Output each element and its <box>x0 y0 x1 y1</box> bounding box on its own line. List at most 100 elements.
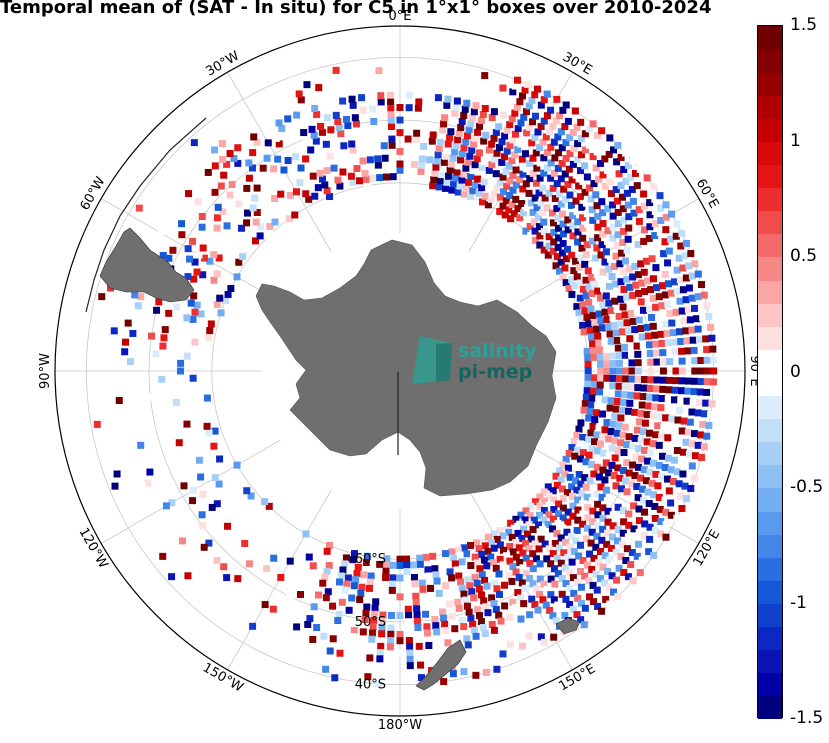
data-cell <box>676 276 684 284</box>
data-cell <box>597 143 605 151</box>
data-cell <box>581 474 589 482</box>
data-cell <box>691 304 699 312</box>
data-cell <box>633 342 641 350</box>
data-cell <box>545 511 553 519</box>
data-cell <box>532 179 540 187</box>
colorbar-tick-label: 0.5 <box>790 246 818 266</box>
data-cell <box>474 559 482 567</box>
colorbar-segment <box>758 118 782 142</box>
data-cell <box>609 511 617 519</box>
data-cell <box>687 250 695 258</box>
data-cell <box>531 601 539 609</box>
data-cell <box>653 450 661 458</box>
data-cell <box>263 154 271 162</box>
data-cell <box>611 437 619 445</box>
data-cell <box>257 223 265 231</box>
data-cell <box>211 146 219 154</box>
data-cell <box>249 622 257 630</box>
data-cell <box>271 218 279 226</box>
data-cell <box>479 110 487 118</box>
data-cell <box>638 279 646 287</box>
data-cell <box>470 108 478 116</box>
data-cell <box>529 580 537 588</box>
data-cell <box>613 197 621 205</box>
data-cell <box>506 640 514 648</box>
data-cell <box>443 101 451 109</box>
data-cell <box>424 629 432 637</box>
data-cell <box>190 292 198 300</box>
data-cell <box>503 126 511 134</box>
data-cell <box>619 205 627 213</box>
data-cell <box>601 308 609 316</box>
data-cell <box>531 194 539 202</box>
data-cell <box>609 314 617 322</box>
data-cell <box>496 541 504 549</box>
data-cell <box>598 127 606 135</box>
colorbar-segment <box>758 626 782 651</box>
data-cell <box>514 205 522 213</box>
data-cell <box>168 573 176 581</box>
data-cell <box>516 98 524 106</box>
data-cell <box>642 477 650 485</box>
data-cell <box>576 567 584 575</box>
data-cell <box>557 200 565 208</box>
data-cell <box>549 550 557 558</box>
data-cell <box>599 504 607 512</box>
data-cell <box>557 258 565 266</box>
data-cell <box>510 524 518 532</box>
data-cell <box>495 570 503 578</box>
data-cell <box>564 464 572 472</box>
data-cell <box>481 105 489 113</box>
data-cell <box>498 138 506 146</box>
data-cell <box>581 400 589 408</box>
data-cell <box>515 573 523 581</box>
data-cell <box>431 169 439 177</box>
data-cell <box>586 327 594 335</box>
data-cell <box>671 386 679 394</box>
data-cell <box>602 595 610 603</box>
data-cell <box>451 148 459 156</box>
data-cell <box>601 155 609 163</box>
data-cell <box>685 262 693 270</box>
data-cell <box>623 488 631 496</box>
data-cell <box>684 387 692 395</box>
data-cell <box>522 165 530 173</box>
data-cell <box>574 218 582 226</box>
data-cell <box>649 440 657 448</box>
data-cell <box>591 438 599 446</box>
longitude-label: 60°E <box>693 177 722 212</box>
data-cell <box>278 125 286 133</box>
data-cell <box>624 201 632 209</box>
data-cell <box>629 273 637 281</box>
data-cell <box>630 525 638 533</box>
data-cell <box>152 350 160 358</box>
data-cell <box>596 440 604 448</box>
data-cell <box>513 76 521 84</box>
data-cell <box>652 340 660 348</box>
data-cell <box>652 303 660 311</box>
data-cell <box>194 198 202 206</box>
data-cell <box>599 525 607 533</box>
data-cell <box>523 204 531 212</box>
data-cell <box>547 174 555 182</box>
data-cell <box>643 411 651 419</box>
data-cell <box>679 448 687 456</box>
data-cell <box>270 165 278 173</box>
data-cell <box>640 466 648 474</box>
data-cell <box>559 230 567 238</box>
data-cell <box>607 306 615 314</box>
data-cell <box>573 526 581 534</box>
data-cell <box>537 535 545 543</box>
data-cell <box>547 143 555 151</box>
data-cell <box>331 674 339 682</box>
data-cell <box>671 348 679 356</box>
data-cell <box>536 241 544 249</box>
data-cell <box>571 282 579 290</box>
data-cell <box>668 415 676 423</box>
data-cell <box>593 490 601 498</box>
data-cell <box>628 549 636 557</box>
data-cell <box>539 525 547 533</box>
data-cell <box>243 209 251 217</box>
data-cell <box>264 139 272 147</box>
